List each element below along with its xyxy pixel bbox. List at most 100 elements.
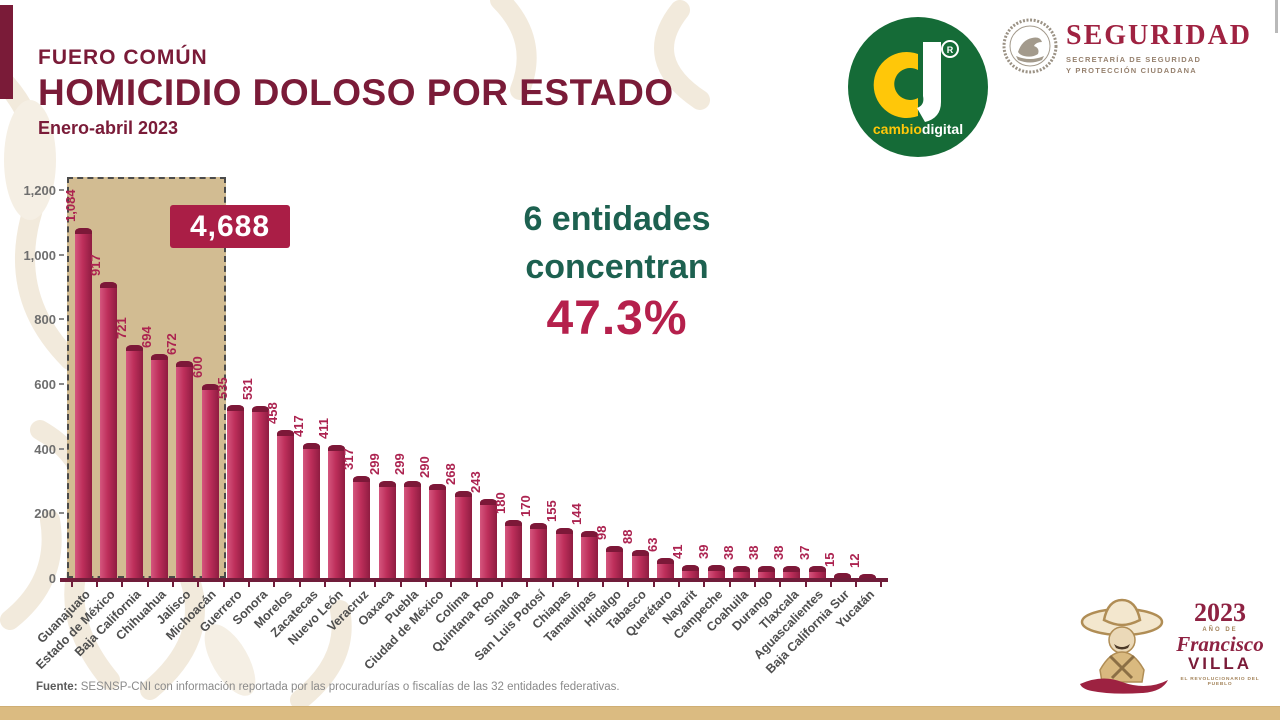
bar [125, 345, 143, 578]
bar-value-label: 600 [189, 356, 205, 378]
bar [834, 573, 851, 579]
bottom-accent-strip [0, 706, 1280, 720]
page-title: HOMICIDIO DOLOSO POR ESTADO [38, 72, 674, 113]
bar-top-cap [707, 565, 725, 571]
y-axis-tick-label: 200 [34, 506, 56, 522]
seguridad-text: SEGURIDAD SECRETARÍA DE SEGURIDAD Y PROT… [1066, 18, 1252, 77]
x-axis-tick-mark [703, 582, 706, 587]
header: FUERO COMÚN HOMICIDIO DOLOSO POR ESTADO … [38, 46, 674, 139]
bar-value-label: 243 [467, 471, 483, 493]
bar [479, 499, 497, 578]
bar [505, 520, 523, 578]
bar-top-cap [353, 476, 371, 482]
bar-value-label: 12 [847, 553, 863, 568]
bar [176, 361, 194, 578]
x-axis-tick-mark [652, 582, 655, 587]
y-axis-tick-label: 400 [34, 441, 56, 457]
x-axis-tick-mark [450, 582, 453, 587]
bar-top-cap [631, 550, 649, 556]
header-period: Enero-abril 2023 [38, 118, 179, 138]
x-axis-tick-mark [602, 582, 605, 587]
x-axis-tick-mark [222, 582, 225, 587]
bar-value-label: 531 [240, 378, 256, 400]
bar [75, 228, 92, 578]
bar [581, 531, 598, 578]
villa-tagline: EL REVOLUCIONARIO DEL PUEBLO [1180, 676, 1260, 687]
bar-value-label: 98 [594, 525, 610, 540]
villa-anode: AÑO DE [1202, 627, 1238, 633]
svg-text:R: R [947, 45, 954, 55]
x-axis-tick-mark [146, 582, 149, 587]
source-text: SESNSP-CNI con información reportada por… [77, 681, 620, 693]
bar-value-label: 317 [341, 448, 357, 470]
bar-value-label: 721 [113, 317, 129, 339]
y-axis-tick-mark [59, 447, 64, 450]
highlight-total-badge: 4,688 [170, 205, 290, 248]
x-axis-tick-mark [425, 582, 428, 587]
bar-value-label: 458 [265, 402, 281, 424]
callout-line1: 6 entidades [523, 200, 711, 238]
bar-top-cap [505, 520, 523, 526]
bar-value-label: 672 [164, 333, 180, 355]
bar [631, 550, 649, 578]
bar-value-label: 63 [644, 537, 660, 552]
bar [859, 574, 877, 580]
bar [454, 491, 472, 578]
x-axis-tick-mark [829, 582, 832, 587]
bar-top-cap [783, 566, 801, 572]
bar [732, 566, 750, 578]
bar-value-label: 694 [138, 326, 154, 348]
bar-value-label: 37 [796, 545, 812, 560]
bar [403, 481, 421, 578]
bar-top-cap [125, 345, 143, 351]
seguridad-name: SEGURIDAD [1066, 20, 1253, 51]
x-axis-tick-mark [475, 582, 478, 587]
bar-top-cap [479, 499, 497, 505]
seguridad-logo: SEGURIDAD SECRETARÍA DE SEGURIDAD Y PROT… [1002, 18, 1264, 80]
x-axis-tick-mark [753, 582, 756, 587]
villa-last-name: VILLA [1187, 654, 1253, 674]
bar [606, 546, 624, 578]
bar [226, 405, 244, 578]
bar-value-label: 299 [366, 453, 382, 475]
bar [656, 558, 674, 578]
bar-value-label: 411 [316, 418, 331, 439]
bar-top-cap [75, 228, 92, 234]
bar-top-cap [277, 430, 295, 436]
x-axis-tick-mark [172, 582, 175, 587]
svg-text:cambiodigital: cambiodigital [873, 121, 963, 137]
bar-value-label: 38 [746, 545, 762, 560]
x-axis-tick-mark [247, 582, 250, 587]
callout-line2: concentran [525, 247, 709, 286]
bar-top-cap [454, 491, 472, 497]
bar-value-label: 38 [771, 545, 787, 560]
homicide-bar-chart: 4,688 0 200 400 600 800 1,000 1,200 1,084 Guanaj… [0, 175, 940, 676]
bar-top-cap [100, 282, 118, 288]
header-kicker: FUERO COMÚN [38, 46, 208, 69]
bar-top-cap [682, 565, 700, 571]
x-axis-tick-mark [627, 582, 630, 587]
bar-value-label: 180 [493, 492, 509, 514]
bar-value-label: 917 [88, 254, 104, 276]
bar-value-label: 299 [391, 453, 407, 475]
bar-value-label: 290 [417, 456, 433, 478]
bar [682, 565, 700, 578]
bar [758, 566, 776, 578]
bar [707, 565, 725, 578]
x-axis-tick-mark [298, 582, 301, 587]
source-label: Fuente: [36, 681, 78, 693]
plot-area: 4,688 0 200 400 600 800 1,000 1,200 1,084 Guanaj… [0, 175, 940, 676]
bar-value-label: 88 [619, 529, 635, 544]
cambiodigital-icon: R cambiodigital [848, 17, 988, 157]
y-axis-tick-label: 1,000 [23, 247, 56, 263]
bar-value-label: 1,084 [63, 189, 78, 222]
bar [783, 566, 801, 578]
bar-top-cap [555, 528, 573, 534]
y-axis-tick-label: 600 [34, 377, 56, 392]
bar-value-label: 39 [695, 544, 711, 559]
bar-value-label: 15 [822, 552, 837, 567]
villa-first-name: Francisco [1176, 632, 1264, 656]
x-axis-tick-mark [551, 582, 554, 587]
x-axis-tick-mark [374, 582, 377, 587]
bar [150, 354, 168, 578]
